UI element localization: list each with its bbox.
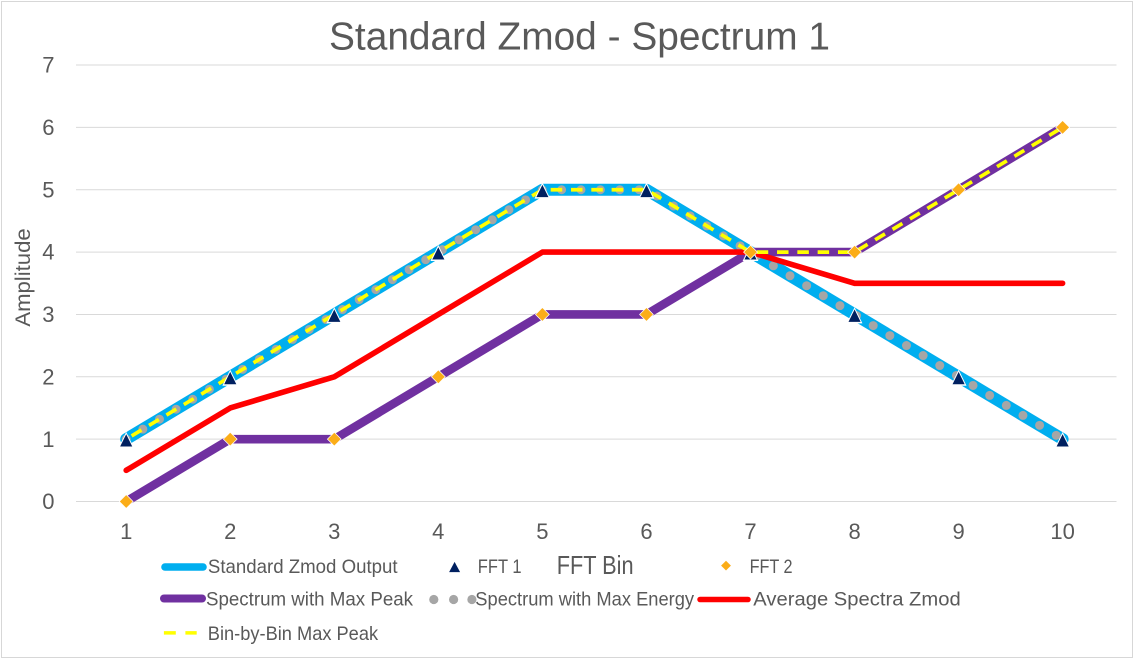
svg-text:Spectrum with Max Energy: Spectrum with Max Energy [475,589,694,611]
svg-text:10: 10 [1050,519,1074,544]
svg-text:3: 3 [42,302,54,327]
svg-text:Average Spectra Zmod: Average Spectra Zmod [753,589,960,611]
svg-text:Spectrum with Max Peak: Spectrum with Max Peak [206,588,413,610]
svg-text:9: 9 [952,519,964,544]
svg-text:3: 3 [328,519,340,544]
svg-text:1: 1 [120,519,132,544]
svg-text:FFT 2: FFT 2 [750,556,793,578]
svg-text:4: 4 [432,519,444,544]
svg-text:6: 6 [42,115,54,140]
svg-text:1: 1 [42,427,54,452]
svg-text:FFT 1: FFT 1 [478,556,522,578]
svg-text:Amplitude: Amplitude [12,228,35,326]
svg-text:2: 2 [42,364,54,389]
svg-text:Standard Zmod Output: Standard Zmod Output [208,556,398,578]
svg-text:4: 4 [42,240,54,265]
svg-text:Standard Zmod - Spectrum 1: Standard Zmod - Spectrum 1 [329,16,830,59]
svg-text:5: 5 [536,519,548,544]
svg-text:2: 2 [224,519,236,544]
svg-text:8: 8 [848,519,860,544]
svg-text:5: 5 [42,177,54,202]
svg-text:7: 7 [744,519,756,544]
svg-text:FFT Bin: FFT Bin [557,550,634,580]
svg-text:6: 6 [640,519,652,544]
svg-text:Bin-by-Bin Max Peak: Bin-by-Bin Max Peak [208,623,379,645]
svg-text:7: 7 [42,53,54,78]
svg-text:0: 0 [42,489,54,514]
